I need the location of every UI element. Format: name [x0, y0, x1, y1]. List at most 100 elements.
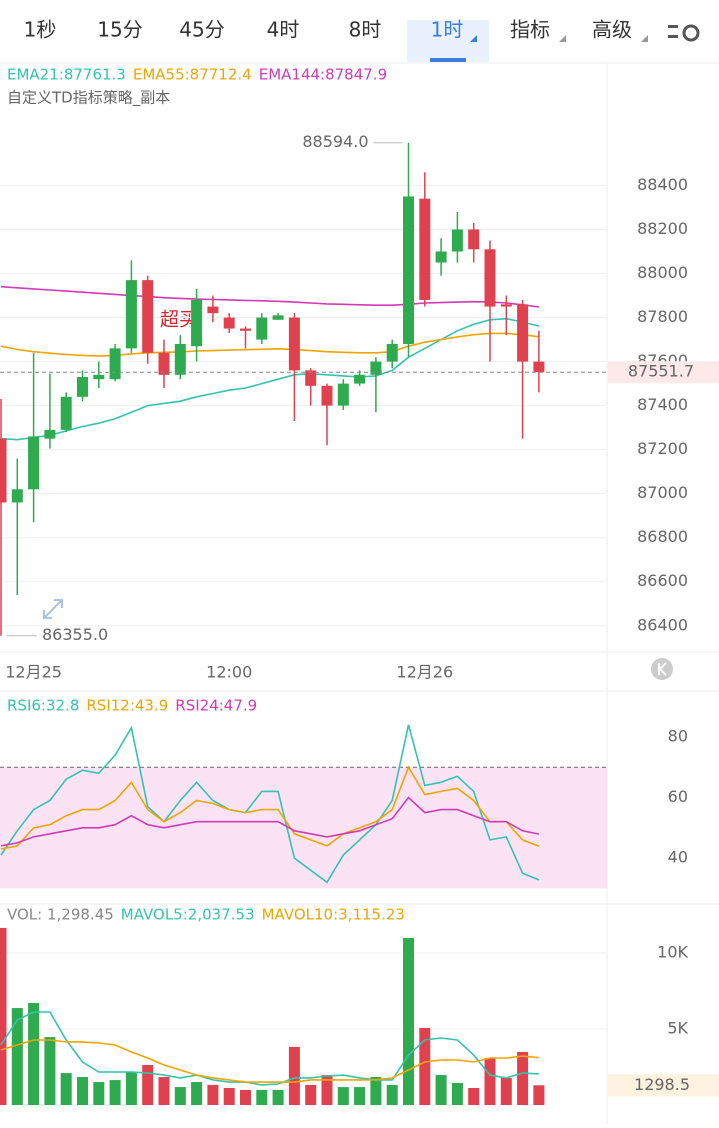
volume-bar — [240, 1089, 251, 1105]
active-tab-underline — [430, 58, 466, 62]
volume-bar — [468, 1087, 480, 1105]
x-tick-label: 12月25 — [5, 663, 62, 682]
candle-body — [256, 317, 268, 340]
volume-bar — [256, 1089, 268, 1105]
line — [0, 1011, 539, 1086]
volume-bar — [484, 1058, 496, 1105]
candle-body — [109, 348, 121, 380]
tab-arrow — [641, 35, 648, 42]
candle-body — [0, 438, 7, 503]
volume-bar — [0, 927, 7, 1105]
tab[interactable]: 45分 — [179, 18, 224, 42]
line — [0, 1039, 539, 1083]
legend-entry: EMA55:87712.4 — [133, 66, 252, 84]
candle-body — [386, 343, 398, 362]
y-tick-label: 88400 — [637, 175, 688, 194]
candle-body — [500, 304, 512, 307]
volume-bar — [435, 1075, 447, 1105]
y-tick-label: 86400 — [637, 615, 688, 634]
tab-arrow — [559, 35, 566, 42]
y-tick-label: 87200 — [637, 439, 688, 458]
volume-bar — [533, 1085, 545, 1105]
icon-gear — [682, 24, 700, 42]
volume-bar — [272, 1089, 284, 1105]
candle-body — [93, 374, 105, 380]
tab[interactable]: 8时 — [349, 18, 382, 42]
y-tick-label: 86800 — [637, 527, 688, 546]
volume-bar — [125, 1072, 137, 1105]
volume-bar — [207, 1084, 219, 1105]
candle-body — [207, 306, 219, 314]
candle-body — [142, 280, 154, 353]
low-label: 86355.0 — [42, 625, 108, 644]
tab[interactable]: 1时 — [431, 18, 464, 42]
volume-bar — [386, 1084, 398, 1105]
volume-bar — [142, 1065, 154, 1105]
tab[interactable]: 4时 — [267, 18, 300, 42]
candle-body — [191, 299, 203, 347]
y-tick-label: 88200 — [637, 219, 688, 238]
tab[interactable]: 1秒 — [24, 18, 57, 42]
candle-body — [403, 196, 414, 344]
candle-body — [44, 429, 56, 439]
candle-body — [77, 376, 88, 397]
subtitle: 自定义TD指标策略_副本 — [7, 89, 170, 108]
legend-entry: MAVOL5:2,037.53 — [121, 906, 255, 924]
icon-bar — [668, 35, 678, 38]
legend-entry: EMA144:87847.9 — [259, 66, 387, 84]
volume-bar — [109, 1080, 121, 1105]
volume-bar — [11, 1008, 23, 1105]
volume-bar — [288, 1046, 300, 1105]
line — [0, 765, 540, 850]
volume-bar — [174, 1087, 186, 1105]
tab-arrow — [470, 35, 477, 42]
volume-bar — [500, 1077, 512, 1105]
candle-body — [517, 304, 529, 362]
volume-bar — [44, 1037, 56, 1105]
candle-body — [354, 374, 366, 384]
tab[interactable]: 15分 — [97, 18, 142, 42]
volume-bar — [77, 1077, 88, 1105]
annotation: 超买 — [160, 309, 198, 331]
candle-body — [158, 352, 170, 375]
line — [0, 317, 540, 441]
y-tick-label: 40 — [668, 848, 688, 867]
tab[interactable]: 高级 — [592, 18, 632, 42]
legend-entry: EMA21:87761.3 — [7, 66, 126, 84]
volume-bar — [305, 1084, 317, 1105]
candle-body — [240, 328, 251, 331]
expand-icon[interactable] — [43, 599, 63, 619]
candle-body — [125, 280, 137, 349]
candle-body — [321, 385, 333, 406]
line — [0, 724, 540, 884]
volume-bar — [403, 937, 414, 1105]
k-icon-glyph — [658, 662, 667, 676]
candle-body — [451, 229, 463, 252]
volume-bar — [451, 1082, 463, 1105]
high-label: 88594.0 — [302, 132, 368, 151]
last-price-label: 87551.7 — [628, 362, 694, 381]
candle-body — [370, 361, 382, 375]
candle-body — [337, 383, 349, 406]
y-tick-label: 87000 — [637, 483, 688, 502]
candle-body — [223, 317, 235, 329]
icon-bar — [668, 25, 678, 28]
volume-bar — [158, 1077, 170, 1105]
line — [0, 332, 540, 357]
y-tick-label: 5K — [667, 1019, 688, 1038]
volume-bar — [321, 1075, 333, 1105]
candle-body — [419, 198, 431, 300]
candle-body — [28, 436, 40, 490]
k-icon[interactable] — [651, 658, 673, 680]
tab[interactable]: 指标 — [510, 18, 550, 42]
volume-bar — [370, 1077, 382, 1105]
y-tick-label: 88000 — [637, 263, 688, 282]
candle-body — [305, 370, 317, 386]
settings-icon[interactable] — [668, 24, 700, 42]
candle-body — [11, 489, 23, 503]
last-volume-label: 1298.5 — [634, 1075, 690, 1094]
volume-bar — [28, 1003, 40, 1105]
x-tick-label: 12:00 — [206, 663, 252, 682]
volume-bar — [191, 1082, 203, 1105]
